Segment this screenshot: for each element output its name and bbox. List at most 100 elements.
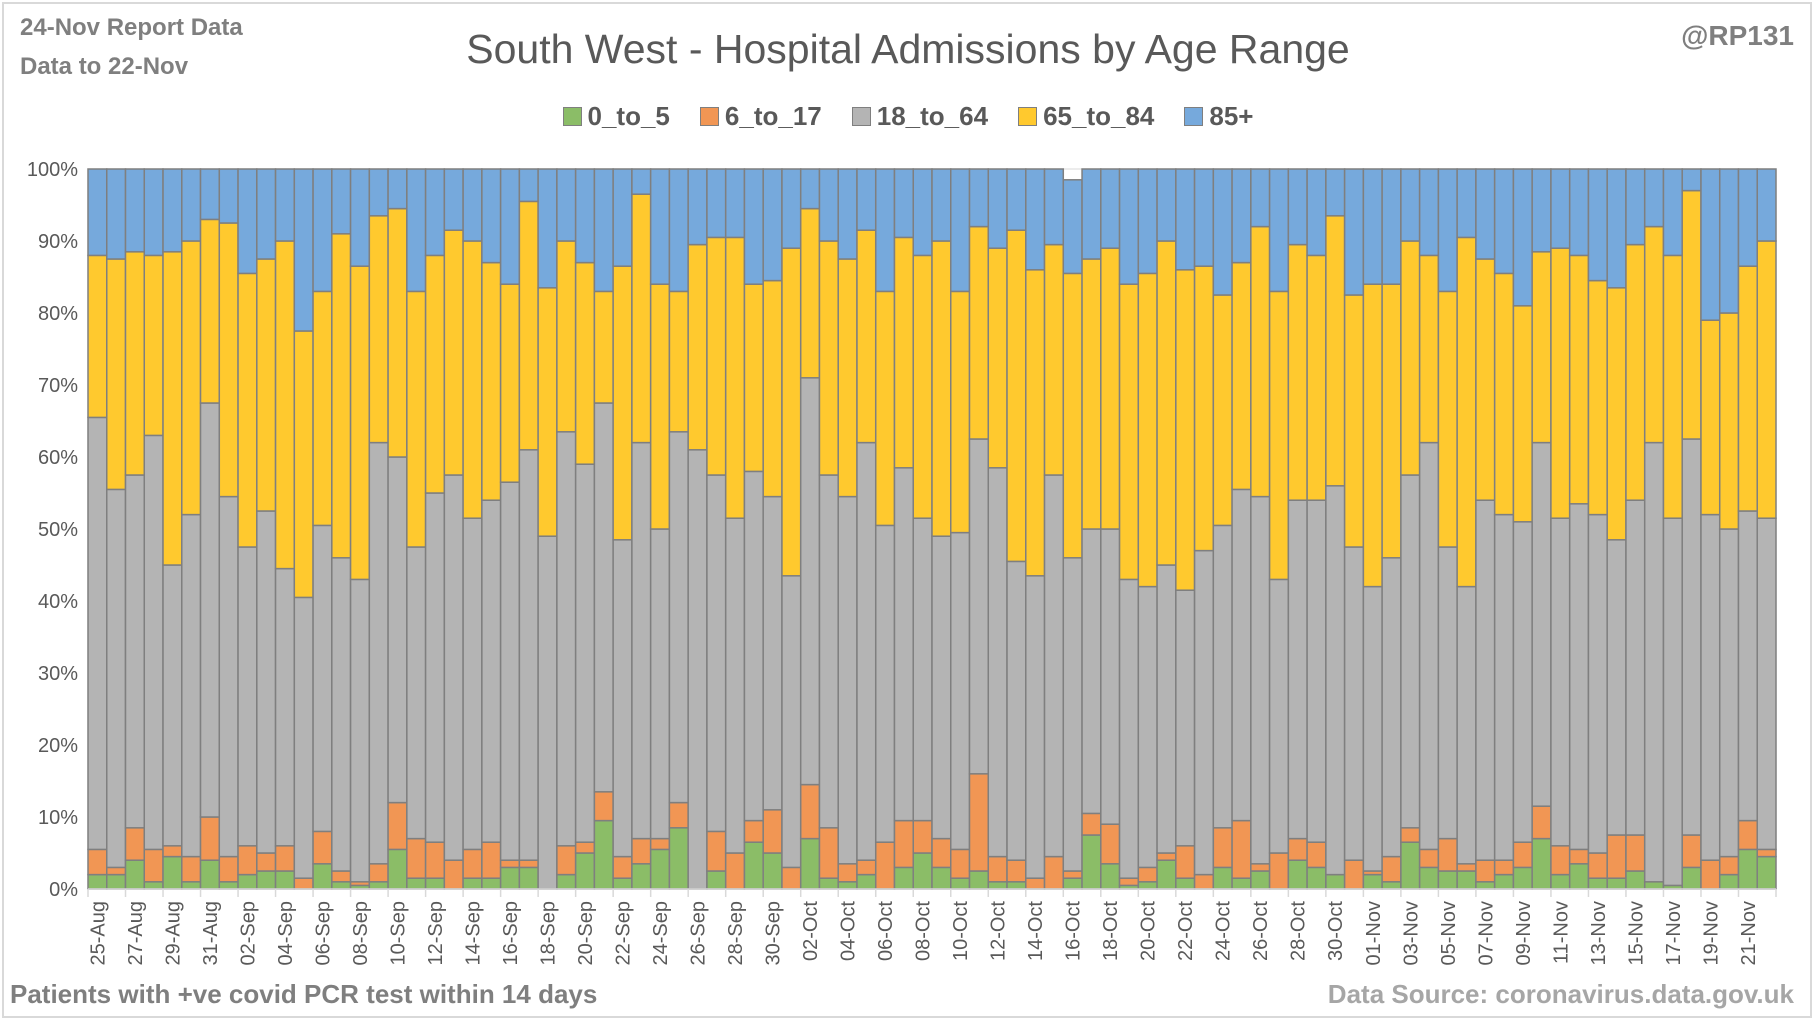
bar-segment-18-to-64 (162, 564, 183, 847)
y-tick-label: 0% (49, 879, 78, 901)
x-tick-label: 27-Aug (125, 901, 147, 966)
bar-segment-85- (1212, 168, 1233, 296)
bar-segment-65-to-84 (950, 290, 971, 534)
x-tick-label: 18-Sep (538, 901, 560, 966)
bar-segment-85- (668, 168, 689, 293)
bar-segment-85- (556, 168, 577, 242)
bar-segment-6-to-17 (1137, 866, 1158, 883)
bar-segment-18-to-64 (424, 492, 446, 843)
bar-segment-18-to-64 (537, 535, 558, 890)
bar-segment-6-to-17 (1456, 863, 1477, 872)
x-tick-label: 11-Nov (1550, 901, 1572, 964)
bar-segment-85- (424, 168, 446, 257)
bar-segment-0-to-5 (1681, 866, 1702, 890)
bar-segment-85- (1325, 168, 1346, 217)
bar-segment-0-to-5 (574, 852, 596, 890)
bar-segment-0-to-5 (1550, 873, 1571, 890)
bar-segment-18-to-64 (143, 434, 164, 851)
x-tick-label: 24-Oct (1213, 901, 1235, 961)
y-tick-label: 20% (38, 735, 78, 757)
bar-segment-18-to-64 (1418, 441, 1440, 851)
footer-note: Patients with +ve covid PCR test within … (10, 979, 598, 1009)
bar-segment-0-to-5 (1156, 859, 1177, 890)
x-tick-label: 22-Sep (613, 901, 635, 966)
bar-segment-65-to-84 (1737, 265, 1758, 512)
bar-segment-65-to-84 (162, 251, 183, 566)
bar-segment-18-to-64 (1287, 499, 1308, 840)
bar-segment-65-to-84 (556, 240, 577, 433)
bar-segment-0-to-5 (556, 873, 577, 890)
bar-segment-18-to-64 (406, 546, 427, 840)
bar-segment-18-to-64 (312, 524, 333, 833)
bar-segment-85- (762, 168, 783, 282)
bar-segment-18-to-64 (1325, 485, 1346, 876)
bar-segment-0-to-5 (1175, 877, 1196, 890)
bar-segment-6-to-17 (293, 877, 314, 890)
bar-segment-65-to-84 (1212, 294, 1233, 527)
bar-segment-85- (687, 168, 708, 246)
y-tick-label: 10% (38, 807, 78, 829)
bar-segment-0-to-5 (274, 870, 296, 890)
bar-segment-85- (1343, 168, 1365, 296)
bar-segment-0-to-5 (1531, 837, 1552, 890)
x-tick-label: 02-Sep (237, 901, 259, 966)
bar-segment-18-to-64 (1231, 488, 1252, 822)
bar-segment-6-to-17 (518, 859, 539, 869)
bar-segment-6-to-17 (143, 848, 164, 883)
bar-segment-85- (818, 168, 839, 242)
bar-segment-65-to-84 (724, 236, 746, 519)
bar-segment-6-to-17 (1418, 848, 1440, 869)
x-tick-label: 20-Sep (575, 901, 597, 966)
bar-segment-0-to-5 (950, 877, 971, 890)
bar-segment-85- (574, 168, 596, 264)
bar-segment-6-to-17 (462, 848, 483, 879)
legend-label-85-plus: 85+ (1209, 101, 1254, 131)
bars (87, 168, 1777, 890)
bar-segment-85- (293, 168, 314, 332)
bar-segment-18-to-64 (724, 517, 746, 854)
bar-segment-65-to-84 (1025, 269, 1046, 577)
bar-segment-65-to-84 (1625, 243, 1646, 501)
bar-segment-65-to-84 (593, 290, 614, 404)
x-tick-label: 10-Oct (950, 901, 972, 961)
bar-segment-18-to-64 (631, 441, 652, 840)
bar-segment-65-to-84 (124, 251, 146, 476)
bar-segment-65-to-84 (293, 330, 314, 599)
bar-segment-18-to-64 (368, 441, 389, 865)
bar-segment-85- (724, 168, 746, 239)
bar-segment-18-to-64 (1343, 546, 1365, 861)
bar-segment-18-to-64 (1381, 557, 1402, 858)
bar-segment-85- (1306, 168, 1327, 257)
bar-segment-65-to-84 (1587, 279, 1608, 516)
bar-segment-18-to-64 (1756, 517, 1777, 851)
x-tick-label: 31-Aug (200, 901, 222, 966)
bar-segment-65-to-84 (631, 193, 652, 444)
bar-segment-6-to-17 (668, 801, 689, 829)
bar-segment-0-to-5 (1231, 877, 1252, 890)
bar-segment-85- (1362, 168, 1383, 285)
bar-segment-85- (1118, 168, 1140, 285)
bar-segment-65-to-84 (331, 233, 352, 559)
bar-segment-85- (1250, 168, 1271, 228)
bar-segment-65-to-84 (87, 254, 108, 419)
bar-segment-0-to-5 (1006, 881, 1027, 890)
bar-segment-6-to-17 (387, 801, 408, 851)
x-axis: 25-Aug 27-Aug 29-Aug 31-Aug 02-Sep 04-Sep 06-S… (87, 888, 1777, 966)
bar-segment-85- (462, 168, 483, 242)
bar-segment-18-to-64 (837, 495, 858, 865)
bar-segment-6-to-17 (1587, 852, 1608, 879)
bar-segment-65-to-84 (462, 240, 483, 519)
bar-segment-65-to-84 (687, 243, 708, 451)
bar-segment-6-to-17 (574, 841, 596, 854)
bar-segment-6-to-17 (724, 852, 746, 890)
x-tick-label: 25-Aug (87, 901, 109, 966)
bar-segment-0-to-5 (1643, 881, 1665, 890)
bar-segment-18-to-64 (574, 463, 596, 843)
bar-segment-65-to-84 (837, 258, 858, 498)
bar-segment-6-to-17 (874, 841, 896, 890)
bar-segment-0-to-5 (518, 866, 539, 890)
bar-segment-6-to-17 (856, 859, 877, 876)
bar-segment-85- (856, 168, 877, 231)
bar-segment-0-to-5 (668, 827, 689, 890)
bar-segment-6-to-17 (631, 837, 652, 865)
